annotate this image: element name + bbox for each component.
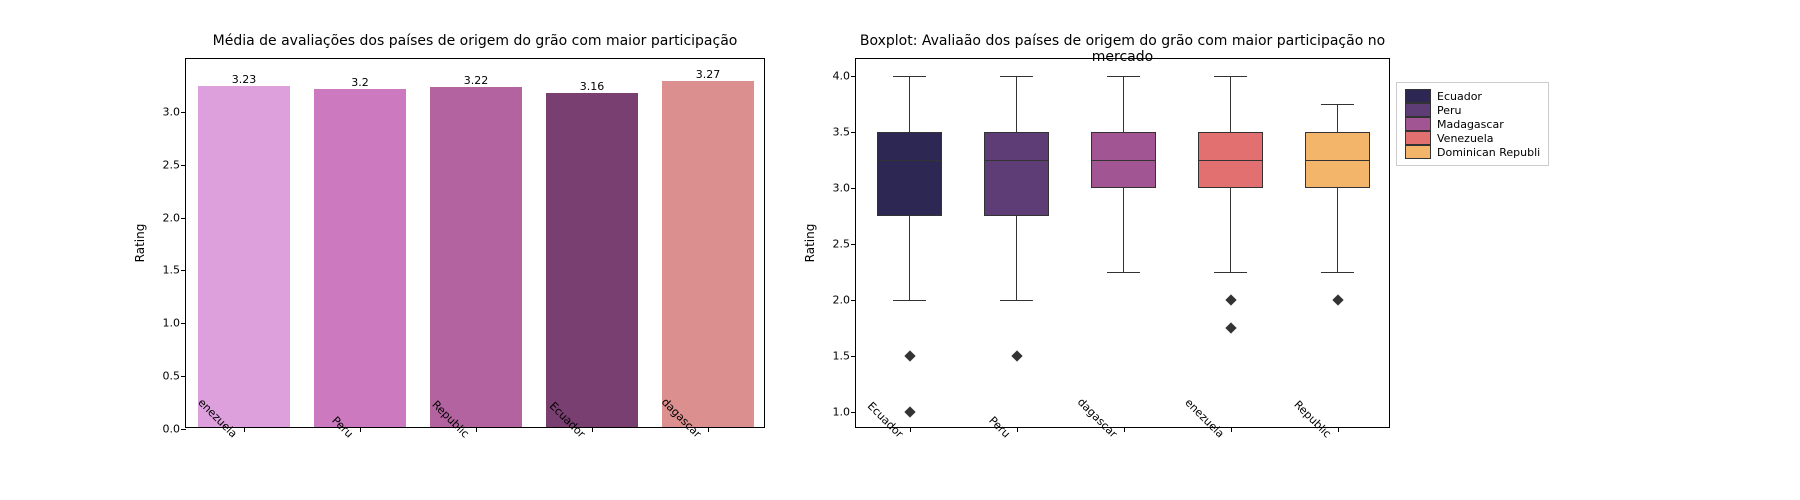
legend-entry: Venezuela: [1405, 131, 1540, 145]
outlier-marker: [904, 350, 915, 361]
boxplot-chart: Boxplot: Avaliaão dos países de origem d…: [855, 58, 1390, 428]
outlier-marker: [1225, 294, 1236, 305]
whisker: [1230, 76, 1231, 132]
bar-value-label: 3.23: [232, 73, 257, 86]
figure: Média de avaliações dos países de origem…: [0, 0, 1800, 500]
whisker: [1016, 216, 1017, 300]
median-line: [1091, 160, 1155, 161]
whisker-cap: [1214, 272, 1246, 273]
bar: [546, 93, 639, 427]
median-line: [1305, 160, 1369, 161]
bar-value-label: 3.27: [696, 68, 721, 81]
legend-label: Dominican Republi: [1437, 146, 1540, 159]
xtick-mark: [592, 427, 593, 432]
ytick-label: 2.5: [163, 158, 187, 171]
xtick-mark: [360, 427, 361, 432]
whisker: [1123, 188, 1124, 272]
ytick-label: 3.0: [163, 105, 187, 118]
median-line: [984, 160, 1048, 161]
ytick-label: 2.5: [833, 238, 857, 251]
whisker: [909, 76, 910, 132]
boxplot-legend: EcuadorPeruMadagascarVenezuelaDominican …: [1396, 82, 1549, 166]
ytick-label: 2.0: [163, 211, 187, 224]
ytick-label: 1.5: [833, 350, 857, 363]
bar: [430, 87, 523, 427]
whisker-cap: [1107, 76, 1139, 77]
whisker: [1230, 188, 1231, 272]
boxplot-plot-area: [856, 59, 1389, 427]
legend-label: Venezuela: [1437, 132, 1494, 145]
bar: [198, 86, 291, 427]
legend-entry: Madagascar: [1405, 117, 1540, 131]
ytick-label: 0.5: [163, 370, 187, 383]
bar-chart-title: Média de avaliações dos países de origem…: [186, 33, 764, 49]
bar-value-label: 3.2: [351, 76, 369, 89]
bar-chart-ylabel: Rating: [133, 224, 147, 263]
bar-chart-plot-area: 3.23 3.2 3.22 3.16 3.27: [186, 59, 764, 427]
outlier-marker: [1011, 350, 1022, 361]
legend-entry: Ecuador: [1405, 89, 1540, 103]
xtick-mark: [708, 427, 709, 432]
bar: [314, 89, 407, 427]
ytick-label: 0.0: [163, 423, 187, 436]
legend-swatch: [1405, 117, 1431, 131]
median-line: [1198, 160, 1262, 161]
bar-chart: Média de avaliações dos países de origem…: [185, 58, 765, 428]
boxplot-ylabel: Rating: [803, 224, 817, 263]
whisker-cap: [893, 76, 925, 77]
ytick-label: 3.0: [833, 181, 857, 194]
bar-value-label: 3.22: [464, 74, 489, 87]
xtick-mark: [1017, 427, 1018, 432]
bar-value-label: 3.16: [580, 80, 605, 93]
legend-swatch: [1405, 131, 1431, 145]
ytick-label: 3.5: [833, 125, 857, 138]
legend-label: Madagascar: [1437, 118, 1504, 131]
whisker: [909, 216, 910, 300]
legend-label: Peru: [1437, 104, 1462, 117]
whisker-cap: [893, 300, 925, 301]
box: [877, 132, 941, 216]
whisker-cap: [1000, 76, 1032, 77]
median-line: [877, 160, 941, 161]
whisker-cap: [1107, 272, 1139, 273]
whisker: [1016, 76, 1017, 132]
xtick-mark: [244, 427, 245, 432]
legend-entry: Dominican Republi: [1405, 145, 1540, 159]
whisker-cap: [1214, 76, 1246, 77]
legend-swatch: [1405, 89, 1431, 103]
legend-swatch: [1405, 103, 1431, 117]
xtick-mark: [476, 427, 477, 432]
xtick-mark: [1338, 427, 1339, 432]
outlier-marker: [1225, 322, 1236, 333]
legend-entry: Peru: [1405, 103, 1540, 117]
legend-label: Ecuador: [1437, 90, 1482, 103]
whisker-cap: [1321, 272, 1353, 273]
whisker: [1337, 104, 1338, 132]
xtick-mark: [1124, 427, 1125, 432]
legend-swatch: [1405, 145, 1431, 159]
ytick-label: 2.0: [833, 294, 857, 307]
ytick-label: 1.0: [833, 406, 857, 419]
whisker-cap: [1000, 300, 1032, 301]
outlier-marker: [1332, 294, 1343, 305]
ytick-label: 1.5: [163, 264, 187, 277]
whisker-cap: [1321, 104, 1353, 105]
ytick-label: 4.0: [833, 69, 857, 82]
xtick-mark: [910, 427, 911, 432]
ytick-label: 1.0: [163, 317, 187, 330]
whisker: [1337, 188, 1338, 272]
xtick-mark: [1231, 427, 1232, 432]
whisker: [1123, 76, 1124, 132]
bar: [662, 81, 755, 427]
outlier-marker: [904, 407, 915, 418]
box: [984, 132, 1048, 216]
